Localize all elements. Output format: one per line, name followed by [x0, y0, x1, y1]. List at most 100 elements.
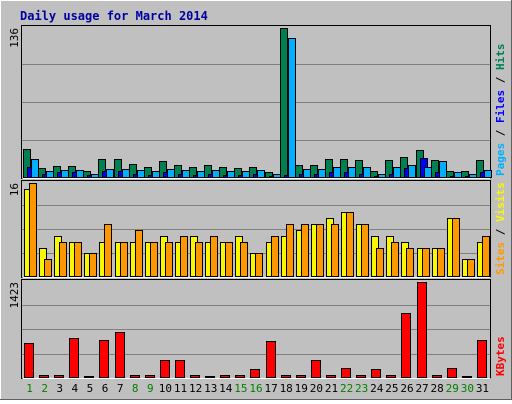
bar-kbytes-day-18	[281, 375, 291, 378]
bar-pages-day-25	[393, 167, 401, 178]
bar-sites-day-27	[422, 248, 430, 277]
x-tick-label: 8	[132, 382, 139, 395]
bar-sites-day-12	[195, 242, 203, 277]
x-tick-label: 1	[26, 382, 33, 395]
legend-label: Sites / Visits	[494, 182, 507, 275]
x-tick-label: 31	[476, 382, 489, 395]
x-tick-label: 29	[446, 382, 459, 395]
legend-label: KBytes	[494, 336, 507, 376]
bar-kbytes-day-12	[190, 375, 200, 378]
bar-pages-day-12	[197, 171, 205, 178]
bar-sites-day-1	[29, 183, 37, 277]
x-tick-label: 27	[415, 382, 428, 395]
bar-pages-day-26	[408, 165, 416, 178]
x-tick-label: 6	[102, 382, 109, 395]
x-tick-label: 7	[117, 382, 124, 395]
bar-sites-day-2	[44, 259, 52, 277]
x-tick-label: 12	[189, 382, 202, 395]
bar-kbytes-day-17	[266, 341, 276, 378]
bar-pages-day-2	[46, 171, 54, 178]
bar-kbytes-day-5	[84, 376, 94, 378]
bar-kbytes-day-7	[115, 332, 125, 378]
bar-sites-day-20	[316, 224, 324, 277]
x-tick-label: 18	[280, 382, 293, 395]
bar-kbytes-day-14	[220, 375, 230, 378]
x-tick-label: 26	[400, 382, 413, 395]
legend-part: /	[494, 123, 507, 143]
x-tick-label: 16	[249, 382, 262, 395]
bar-kbytes-day-27	[417, 282, 427, 378]
bar-sites-day-19	[301, 224, 309, 277]
bar-sites-day-28	[437, 248, 445, 277]
bar-kbytes-day-28	[432, 375, 442, 378]
bar-sites-day-24	[376, 248, 384, 277]
bar-pages-day-18	[288, 38, 296, 178]
bar-pages-day-4	[76, 170, 84, 178]
bar-sites-day-26	[406, 248, 414, 277]
bar-sites-day-5	[89, 253, 97, 277]
bar-sites-day-14	[225, 242, 233, 277]
bar-kbytes-day-25	[386, 375, 396, 378]
bar-kbytes-day-3	[54, 375, 64, 378]
bar-sites-day-4	[74, 242, 82, 277]
bar-sites-day-31	[482, 236, 490, 277]
bar-kbytes-day-13	[205, 376, 215, 378]
bar-sites-day-18	[286, 224, 294, 277]
bar-sites-day-25	[391, 242, 399, 277]
bar-kbytes-day-23	[356, 375, 366, 378]
bar-kbytes-day-15	[235, 375, 245, 378]
x-tick-label: 28	[431, 382, 444, 395]
bar-pages-day-31	[484, 170, 492, 178]
bar-kbytes-day-26	[401, 313, 411, 378]
bar-sites-day-7	[120, 242, 128, 277]
bar-pages-day-11	[182, 170, 190, 178]
x-tick-label: 19	[295, 382, 308, 395]
bar-kbytes-day-2	[39, 375, 49, 378]
x-tick-label: 13	[204, 382, 217, 395]
legend-part: KBytes	[494, 336, 507, 376]
legend-part: Hits	[494, 44, 507, 71]
bar-sites-day-3	[59, 242, 67, 277]
bar-kbytes-day-30	[462, 376, 472, 378]
legend-part: Sites	[494, 242, 507, 275]
x-tick-label: 24	[370, 382, 384, 395]
x-tick-label: 17	[264, 382, 277, 395]
bar-pages-day-28	[439, 161, 447, 178]
x-tick-label: 11	[174, 382, 187, 395]
bar-pages-day-22	[348, 167, 356, 178]
bar-kbytes-day-11	[175, 360, 185, 378]
bar-pages-day-17	[273, 174, 281, 178]
bar-sites-day-21	[331, 224, 339, 277]
bar-pages-day-21	[333, 167, 341, 178]
bar-kbytes-day-31	[477, 340, 487, 378]
bar-pages-day-7	[122, 169, 130, 178]
x-tick-label: 5	[87, 382, 94, 395]
bar-kbytes-day-22	[341, 368, 351, 378]
bar-kbytes-day-19	[296, 375, 306, 378]
legend-part: Files	[494, 90, 507, 123]
x-tick-label: 14	[219, 382, 233, 395]
legend-part: Visits	[494, 182, 507, 222]
bar-kbytes-day-24	[371, 369, 381, 378]
bar-sites-day-10	[165, 242, 173, 277]
x-tick-label: 23	[355, 382, 368, 395]
bar-sites-day-29	[452, 218, 460, 277]
bar-kbytes-day-20	[311, 360, 321, 378]
bar-pages-day-19	[303, 169, 311, 178]
x-tick-label: 20	[310, 382, 323, 395]
x-tick-label: 10	[159, 382, 172, 395]
bar-pages-day-14	[227, 171, 235, 178]
bar-pages-day-8	[137, 170, 145, 178]
bar-pages-day-13	[212, 170, 220, 178]
bar-pages-day-23	[363, 167, 371, 178]
y-max-label: 136	[8, 28, 21, 48]
bar-sites-day-30	[467, 259, 475, 277]
bar-pages-day-30	[469, 174, 477, 178]
bar-kbytes-day-21	[326, 375, 336, 378]
chart-title: Daily usage for March 2014	[20, 9, 208, 23]
bar-pages-day-27	[424, 167, 432, 178]
x-tick-label: 9	[147, 382, 154, 395]
x-tick-label: 30	[461, 382, 474, 395]
